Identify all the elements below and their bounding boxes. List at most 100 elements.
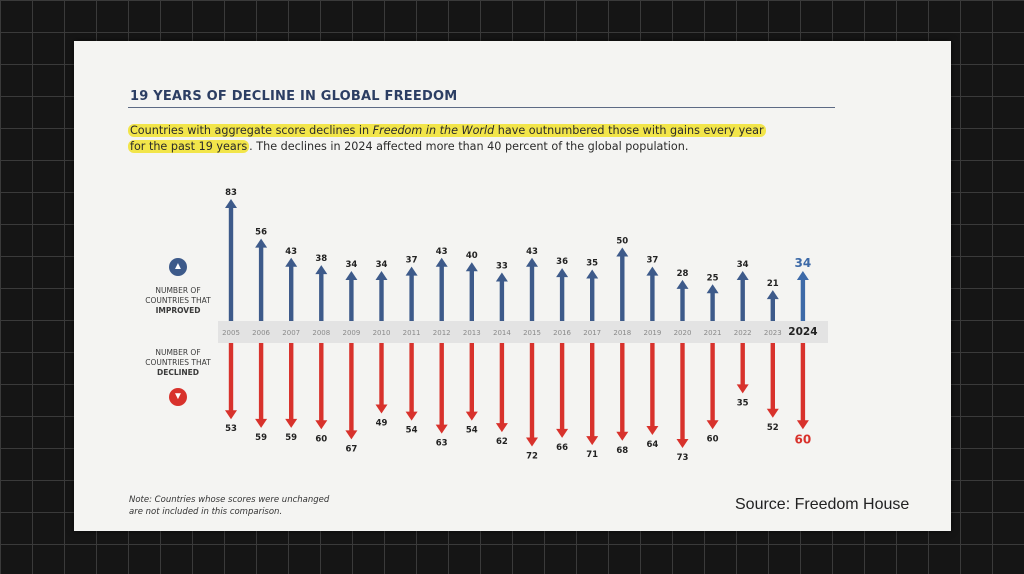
bar-improved-2010 [379,277,384,321]
bar-declined-2007 [289,343,294,422]
label-improved-2015: 43 [526,247,538,257]
legend-improved-line2: COUNTRIES THAT [145,296,211,305]
bar-declined-2008 [319,343,324,424]
label-improved-2018: 50 [616,237,628,247]
year-label-2014: 2014 [493,329,511,337]
legend-declined: NUMBER OF COUNTRIES THAT DECLINED [133,348,223,378]
bar-improved-2007 [289,263,294,321]
arrowhead-declined-2015 [526,437,538,447]
label-declined-2024: 60 [795,432,812,446]
legend-declined-line3: DECLINED [133,368,223,378]
arrowhead-improved-2006 [255,238,268,248]
year-label-2011: 2011 [403,329,421,337]
bar-declined-2020 [680,343,685,442]
subtitle-highlight-2: for the past 19 years [128,140,250,153]
bar-improved-2018 [620,253,625,321]
label-improved-2017: 35 [586,259,598,269]
arrowhead-declined-2007 [285,418,298,428]
legend-improved: NUMBER OF COUNTRIES THAT IMPROVED [133,286,223,316]
arrowhead-declined-2024 [796,420,809,430]
bar-improved-2022 [740,277,745,321]
arrowhead-improved-2014 [495,272,508,282]
label-improved-2020: 28 [677,269,689,279]
year-label-2018: 2018 [613,329,631,337]
label-declined-2011: 54 [406,426,418,436]
arrowhead-declined-2023 [766,408,779,418]
arrowhead-declined-2006 [255,418,268,428]
bar-declined-2018 [620,343,625,435]
year-label-2015: 2015 [523,329,541,337]
arrowhead-improved-2017 [586,269,599,279]
bar-declined-2023 [770,343,775,412]
label-improved-2019: 37 [646,256,658,266]
arrowhead-declined-2018 [616,431,629,441]
year-label-2023: 2023 [764,329,782,337]
arrowhead-declined-2014 [495,423,508,433]
down-arrow-icon: ▼ [169,388,187,406]
arrowhead-declined-2022 [736,384,749,394]
label-improved-2014: 33 [496,261,508,271]
bar-declined-2019 [650,343,655,430]
label-declined-2013: 54 [466,426,478,436]
arrowhead-improved-2023 [766,290,779,300]
subtitle-highlight: Countries with aggregate score declines … [128,124,766,137]
report-page: 19 YEARS OF DECLINE IN GLOBAL FREEDOM Co… [74,41,951,531]
arrowhead-improved-2016 [556,268,569,278]
arrowhead-declined-2009 [345,430,358,440]
bar-declined-2024 [800,343,806,424]
footnote-line1: Note: Countries whose scores were unchan… [129,495,330,505]
bar-declined-2012 [439,343,444,428]
label-declined-2008: 60 [315,434,327,444]
year-label-2017: 2017 [583,329,601,337]
bar-chart: 83 53 2005 56 59 2006 43 59 2007 38 60 2008 34 67 2009… [218,188,828,463]
subtitle-text-4: . The declines in 2024 affected more tha… [249,140,689,153]
bar-declined-2010 [379,343,384,408]
title-divider [128,107,835,108]
bar-improved-2008 [319,271,324,321]
year-label-2009: 2009 [342,329,360,337]
bar-declined-2016 [559,343,565,432]
bar-declined-2011 [409,343,414,415]
label-declined-2009: 67 [345,444,357,454]
bar-declined-2021 [710,343,715,424]
bar-declined-2006 [258,343,264,422]
label-improved-2024: 34 [795,256,812,270]
arrowhead-improved-2021 [706,284,719,294]
source-credit: Source: Freedom House [735,496,910,513]
bar-improved-2009 [349,277,354,321]
bar-improved-2013 [469,268,474,321]
bar-improved-2016 [559,274,565,321]
label-improved-2022: 34 [737,260,749,270]
label-improved-2012: 43 [436,247,448,257]
legend-improved-line1: NUMBER OF [155,286,201,295]
year-label-2021: 2021 [704,329,722,337]
chart-subtitle: Countries with aggregate score declines … [128,123,828,155]
bar-declined-2015 [529,343,535,441]
arrowhead-improved-2018 [616,247,629,257]
arrowhead-improved-2009 [345,271,358,281]
bar-improved-2019 [650,272,655,321]
bar-declined-2009 [349,343,354,434]
label-declined-2019: 64 [646,440,658,450]
label-declined-2005: 53 [225,424,237,434]
bar-improved-2005 [228,205,234,321]
bar-declined-2022 [740,343,745,388]
legend-improved-line3: IMPROVED [133,306,223,316]
year-label-2024: 2024 [788,326,817,338]
year-label-2012: 2012 [433,329,451,337]
bar-declined-2013 [469,343,474,415]
arrowhead-declined-2008 [315,420,328,430]
subtitle-italic: Freedom in the World [372,124,495,137]
label-declined-2023: 52 [767,423,779,433]
label-declined-2006: 59 [255,433,267,443]
footnote: Note: Countries whose scores were unchan… [129,494,379,518]
arrowhead-declined-2020 [676,439,689,448]
arrowhead-improved-2015 [526,257,538,267]
label-improved-2021: 25 [707,273,719,283]
label-improved-2005: 83 [225,188,237,198]
chart-title: 19 YEARS OF DECLINE IN GLOBAL FREEDOM [130,89,458,104]
arrowhead-improved-2008 [315,265,328,275]
bar-declined-2014 [499,343,505,427]
arrowhead-improved-2022 [736,271,749,281]
label-improved-2007: 43 [285,247,297,257]
